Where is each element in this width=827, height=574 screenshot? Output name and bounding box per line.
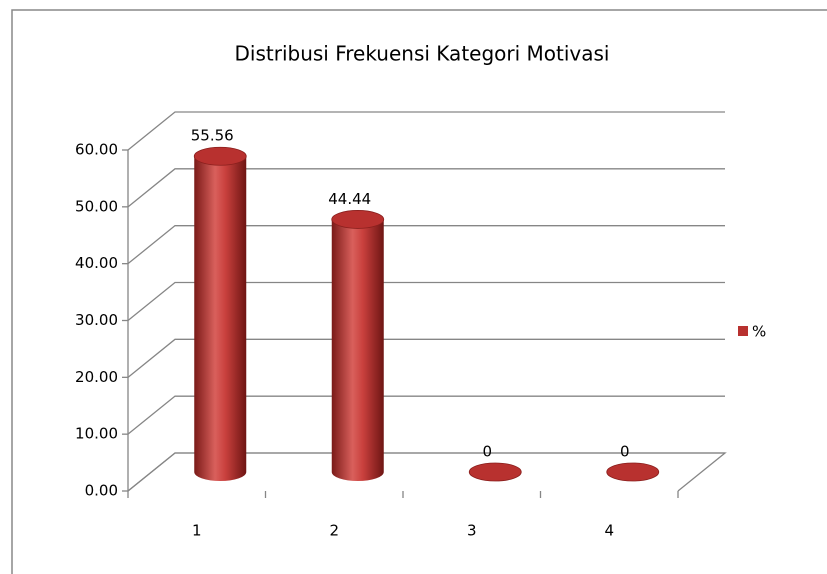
- grid-line: [127, 395, 725, 435]
- bar-top: [193, 146, 247, 166]
- grid-line: [127, 111, 725, 151]
- x-tick-label: 3: [467, 522, 477, 540]
- value-label: 55.56: [191, 127, 234, 145]
- bar-body: [331, 219, 384, 482]
- bar-top: [468, 462, 522, 482]
- frame: [11, 9, 827, 574]
- x-tick-label: 4: [604, 522, 614, 540]
- value-label: 0: [620, 443, 630, 461]
- value-label: 0: [482, 443, 492, 461]
- bar: [193, 146, 247, 482]
- bar: [468, 462, 522, 482]
- bar-top: [606, 462, 660, 482]
- legend-swatch: [738, 326, 748, 336]
- y-tick-label: 30.00: [75, 311, 118, 329]
- legend-label: %: [752, 323, 766, 341]
- bar: [331, 210, 385, 482]
- grid-line: [127, 168, 725, 208]
- value-label: 44.44: [328, 190, 371, 208]
- grid-line: [127, 225, 725, 265]
- grid-line: [127, 338, 725, 378]
- x-tick-label: 1: [192, 522, 202, 540]
- bar: [606, 462, 660, 482]
- y-tick-label: 40.00: [75, 254, 118, 272]
- bar-top: [331, 210, 385, 229]
- bar-body: [194, 156, 247, 482]
- y-tick-label: 20.00: [75, 368, 118, 386]
- chart-title: Distribusi Frekuensi Kategori Motivasi: [235, 42, 610, 66]
- grid-line: [127, 281, 725, 322]
- grid-line: [127, 452, 725, 492]
- y-tick-label: 10.00: [75, 425, 118, 443]
- y-tick-label: 60.00: [75, 141, 118, 159]
- x-tick-label: 2: [329, 522, 339, 540]
- y-tick-label: 50.00: [75, 197, 118, 215]
- y-tick-label: 0.00: [85, 482, 118, 500]
